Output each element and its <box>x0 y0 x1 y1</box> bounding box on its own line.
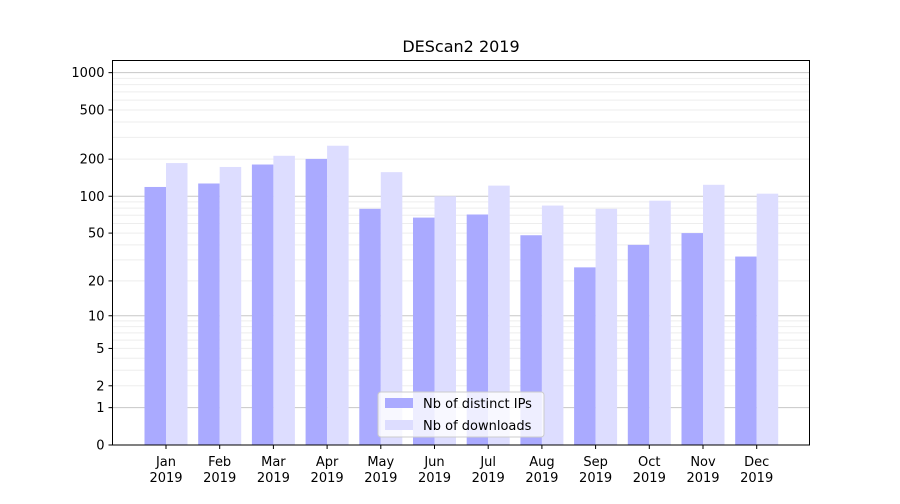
bar-distinct-ips <box>198 183 220 445</box>
bar-downloads <box>166 163 188 445</box>
legend: Nb of distinct IPs Nb of downloads <box>377 391 545 438</box>
bars <box>144 145 779 446</box>
bar-distinct-ips <box>627 244 650 445</box>
x-tick-label: Jul 2019 <box>472 455 505 486</box>
bar-distinct-ips <box>359 208 381 445</box>
bar-distinct-ips <box>574 267 596 445</box>
x-tick-label: Mar 2019 <box>257 455 290 486</box>
x-axis: Jan 2019 Feb 2019 Mar 2019 Apr 2019 May 2019 Jun 20… <box>149 445 773 486</box>
chart-title: DEScan2 2019 <box>402 37 519 56</box>
x-tick-label: Oct 2019 <box>633 455 666 486</box>
x-tick-label: Nov 2019 <box>686 455 719 486</box>
bar-distinct-ips <box>413 217 435 445</box>
legend-swatch-downloads <box>385 420 413 430</box>
bar-distinct-ips <box>735 256 757 445</box>
legend-swatch-ips <box>385 398 413 408</box>
bar-downloads <box>434 196 456 445</box>
y-tick-label: 50 <box>88 227 105 242</box>
y-tick-label: 1000 <box>71 66 104 81</box>
y-tick-label: 2 <box>96 379 104 394</box>
y-tick-label: 5 <box>96 342 104 357</box>
bar-distinct-ips <box>305 158 328 446</box>
bar-distinct-ips <box>681 233 703 445</box>
y-tick-label: 20 <box>88 274 105 289</box>
bar-downloads <box>541 205 564 445</box>
x-tick-label: Aug 2019 <box>525 455 558 486</box>
x-tick-label: Jan 2019 <box>149 455 182 486</box>
bar-downloads <box>273 155 295 445</box>
x-tick-label: Jun 2019 <box>418 455 451 486</box>
x-tick-label: Dec 2019 <box>740 455 773 486</box>
bar-downloads <box>327 145 349 445</box>
y-tick-label: 1 <box>96 401 104 416</box>
legend-box <box>377 391 545 438</box>
bar-downloads <box>703 184 725 445</box>
bar-downloads <box>756 193 779 445</box>
bar-distinct-ips <box>466 214 489 445</box>
bar-distinct-ips <box>144 186 166 445</box>
bar-distinct-ips <box>251 164 274 445</box>
y-tick-label: 200 <box>80 153 105 168</box>
x-tick-label: Sep 2019 <box>579 455 612 486</box>
x-tick-label: May 2019 <box>364 455 397 486</box>
bar-downloads <box>595 208 618 445</box>
bar-downloads <box>380 172 403 445</box>
y-tick-label: 0 <box>96 439 104 454</box>
x-tick-label: Apr 2019 <box>311 455 344 486</box>
legend-label-downloads: Nb of downloads <box>423 419 532 434</box>
y-tick-label: 100 <box>80 190 105 205</box>
bar-downloads <box>649 200 671 445</box>
x-tick-label: Feb 2019 <box>203 455 236 486</box>
y-tick-label: 500 <box>80 103 105 118</box>
y-tick-label: 10 <box>88 309 105 324</box>
legend-label-ips: Nb of distinct IPs <box>423 397 532 412</box>
bar-downloads <box>488 185 510 446</box>
bar-downloads <box>219 166 242 445</box>
y-axis: 0 1 2 5 10 20 50 100 200 500 1000 <box>71 66 113 454</box>
axes-frame <box>112 60 810 446</box>
